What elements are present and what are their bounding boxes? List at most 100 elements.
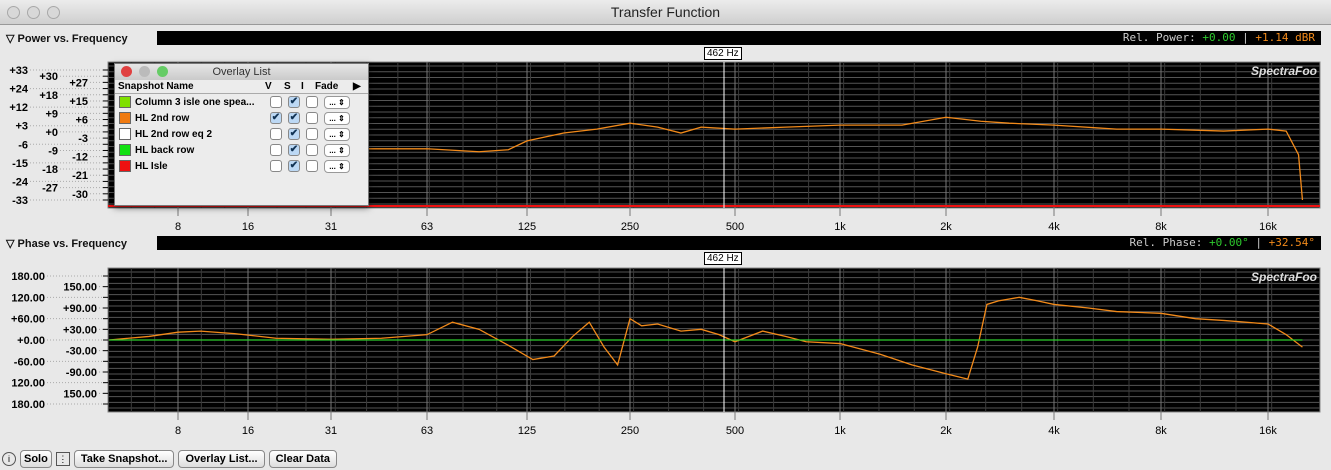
x-tick-label: 31 [325, 221, 337, 233]
overlay-row[interactable]: HL Isle ✔ ... ⇕ [115, 158, 368, 174]
y-tick-label: 180.00 [11, 271, 45, 283]
solo-button[interactable]: Solo [20, 450, 52, 468]
fade-stepper[interactable]: ... ⇕ [324, 159, 350, 173]
show-checkbox[interactable]: ✔ [288, 112, 300, 124]
series-line-hl-2nd-row [303, 116, 1304, 201]
phase-header: Phase vs. Frequency [17, 238, 127, 250]
color-swatch[interactable] [119, 160, 131, 172]
clear-data-button[interactable]: Clear Data [268, 450, 338, 468]
y-tick-label: +30.00 [63, 324, 97, 336]
fade-stepper[interactable]: ... ⇕ [324, 143, 350, 157]
list-icon[interactable]: ⋮ [55, 452, 70, 466]
y-tick-label: +60.00 [11, 314, 45, 326]
overlay-title: Overlay List [212, 66, 271, 78]
show-checkbox[interactable]: ✔ [288, 128, 300, 140]
color-swatch[interactable] [119, 128, 131, 140]
phase-chart[interactable]: 8 16 31 63 125 250 500 1k 2k 4k 8k 16k 180.00 150.00 1… [0, 0, 1331, 445]
overlay-row[interactable]: Column 3 isle one spea... ✔ ... ⇕ [115, 94, 368, 110]
snapshot-name: HL 2nd row eq 2 [135, 128, 213, 140]
visible-checkbox[interactable] [270, 144, 282, 156]
overlay-list-window: Overlay List Snapshot Name V S I Fade ▶ … [114, 63, 369, 206]
fade-stepper[interactable]: ... ⇕ [324, 127, 350, 141]
snapshot-name: HL Isle [135, 160, 168, 172]
x-tick-label: 4k [1048, 221, 1060, 233]
y-tick-label: +33 [9, 65, 28, 77]
invert-checkbox[interactable] [306, 144, 318, 156]
col-v: V [265, 81, 272, 92]
phase-section-toggle[interactable]: ▽ Phase vs. Frequency [6, 238, 127, 250]
overlay-list-button[interactable]: Overlay List... [178, 450, 265, 468]
invert-checkbox[interactable] [306, 128, 318, 140]
y-tick-label: +18 [39, 90, 58, 102]
invert-checkbox[interactable] [306, 112, 318, 124]
x-tick-label: 1k [834, 221, 846, 233]
overlay-minimize-button[interactable] [139, 66, 150, 77]
x-tick-label: 8 [175, 221, 181, 233]
y-tick-label: 180.00 [11, 399, 45, 411]
show-checkbox[interactable]: ✔ [288, 96, 300, 108]
y-tick-label: -6 [18, 139, 28, 151]
snapshot-name: HL back row [135, 144, 195, 156]
overlay-titlebar: Overlay List [115, 64, 368, 80]
y-tick-label: +12 [9, 102, 28, 114]
col-fade: Fade [315, 81, 339, 92]
y-tick-label: +24 [9, 84, 29, 96]
color-swatch[interactable] [119, 112, 131, 124]
y-tick-label: -21 [72, 170, 88, 182]
info-icon[interactable]: i [2, 452, 16, 466]
expand-arrow-icon[interactable]: ▶ [353, 81, 361, 92]
visible-checkbox[interactable]: ✔ [270, 112, 282, 124]
color-swatch[interactable] [119, 96, 131, 108]
y-tick-label: -30 [72, 189, 88, 201]
x-tick-label: 125 [518, 425, 536, 437]
y-tick-label: 150.00 [63, 388, 97, 400]
x-tick-label: 125 [518, 221, 536, 233]
y-tick-label: -18 [42, 164, 58, 176]
zoom-button[interactable] [47, 6, 60, 19]
y-tick-label: +27 [69, 77, 88, 89]
y-tick-label: -15 [12, 158, 28, 170]
overlay-close-button[interactable] [121, 66, 132, 77]
minimize-button[interactable] [27, 6, 40, 19]
power-readout-label: Rel. Power: [1122, 31, 1203, 44]
y-tick-label: +3 [15, 121, 28, 133]
fade-value: ... [329, 145, 336, 155]
col-s: S [284, 81, 291, 92]
fade-stepper[interactable]: ... ⇕ [324, 111, 350, 125]
y-tick-label: -24 [12, 176, 29, 188]
fade-stepper[interactable]: ... ⇕ [324, 95, 350, 109]
y-tick-label: +0 [45, 127, 58, 139]
snapshot-name: HL 2nd row [135, 112, 190, 124]
overlay-row[interactable]: HL back row ✔ ... ⇕ [115, 142, 368, 158]
close-button[interactable] [7, 6, 20, 19]
overlay-zoom-button[interactable] [157, 66, 168, 77]
fade-value: ... [329, 97, 336, 107]
invert-checkbox[interactable] [306, 96, 318, 108]
overlay-row[interactable]: HL 2nd row eq 2 ✔ ... ⇕ [115, 126, 368, 142]
power-section-toggle[interactable]: ▽ Power vs. Frequency [6, 33, 128, 45]
take-snapshot-button[interactable]: Take Snapshot... [73, 450, 175, 468]
power-cursor-label: 462 Hz [704, 47, 742, 60]
y-tick-label: -9 [48, 145, 58, 157]
overlay-row[interactable]: HL 2nd row ✔ ✔ ... ⇕ [115, 110, 368, 126]
brand-watermark: SpectraFoo [1251, 270, 1317, 284]
show-checkbox[interactable]: ✔ [288, 144, 300, 156]
phase-readout: Rel. Phase: +0.00° | +32.54° [157, 236, 1321, 250]
visible-checkbox[interactable] [270, 160, 282, 172]
col-name: Snapshot Name [118, 81, 194, 92]
y-tick-label: -90.00 [66, 367, 97, 379]
x-tick-label: 31 [325, 425, 337, 437]
invert-checkbox[interactable] [306, 160, 318, 172]
phase-readout-value: +32.54° [1268, 236, 1315, 249]
power-readout-ref: +0.00 [1202, 31, 1236, 44]
x-tick-label: 1k [834, 425, 846, 437]
power-readout-value: +1.14 dBR [1255, 31, 1315, 44]
visible-checkbox[interactable] [270, 96, 282, 108]
brand-watermark: SpectraFoo [1251, 64, 1317, 78]
show-checkbox[interactable]: ✔ [288, 160, 300, 172]
visible-checkbox[interactable] [270, 128, 282, 140]
color-swatch[interactable] [119, 144, 131, 156]
x-tick-label: 500 [726, 425, 744, 437]
fade-value: ... [329, 113, 336, 123]
y-tick-label: -12 [72, 152, 88, 164]
